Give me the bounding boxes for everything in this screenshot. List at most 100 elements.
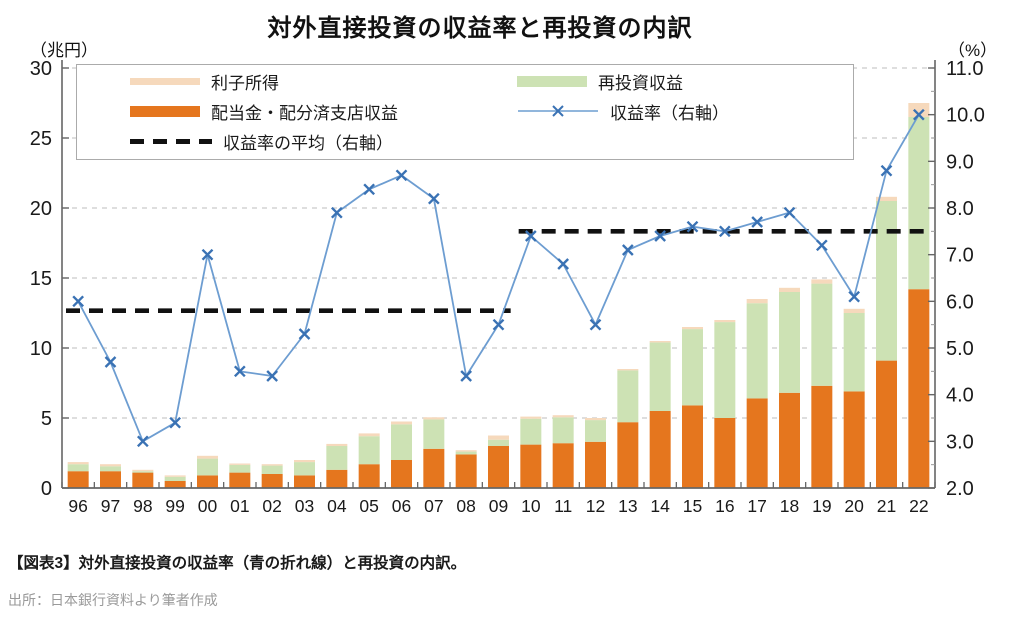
- bar-segment-reinvest-99: [164, 476, 186, 481]
- average-line-layer: [66, 229, 931, 313]
- bar-segment-interest-20: [843, 308, 865, 313]
- bar-segment-reinvest-14: [649, 342, 671, 411]
- legend-item-average: 収益率の平均（右軸）: [77, 129, 517, 154]
- left-axis-tick-label: 0: [41, 478, 52, 500]
- bar-segment-interest-98: [132, 469, 154, 472]
- bar-segment-interest-01: [229, 463, 251, 465]
- bar-segment-dividend-02: [261, 474, 283, 488]
- figure-caption: 【図表3】対外直接投資の収益率（青の折れ線）と再投資の内訳。: [8, 555, 467, 572]
- rate-marker-x-04: [330, 206, 343, 219]
- bar-segment-dividend-19: [811, 385, 833, 488]
- rate-marker-x-06: [395, 169, 408, 182]
- bar-segment-reinvest-20: [843, 313, 865, 392]
- rate-marker-x-17: [751, 216, 764, 228]
- bar-segment-dividend-03: [294, 475, 315, 488]
- bar-segment-interest-09: [488, 435, 509, 440]
- source-note: 出所：日本銀行資料より筆者作成: [8, 592, 218, 608]
- bar-segment-interest-97: [100, 464, 121, 467]
- bar-segment-reinvest-97: [100, 466, 121, 472]
- rate-marker-x-01: [233, 365, 246, 378]
- bar-segment-dividend-11: [552, 443, 574, 488]
- right-axis-tick-label: 11.0: [946, 58, 983, 80]
- x-axis-year-label: 00: [198, 496, 218, 516]
- rate-marker-x-98: [136, 435, 149, 448]
- bar-segment-dividend-21: [876, 360, 897, 488]
- bar-segment-dividend-18: [779, 392, 800, 488]
- bar-segment-dividend-10: [520, 444, 542, 488]
- bar-segment-interest-02: [261, 464, 283, 466]
- left-axis-tick-label: 15: [30, 268, 52, 290]
- x-axis-year-label: 15: [683, 496, 702, 516]
- x-axis-year-label: 06: [392, 496, 411, 516]
- bar-segment-dividend-12: [585, 441, 606, 488]
- bar-segment-interest-03: [294, 460, 315, 463]
- right-axis-tick-label: 7.0: [946, 245, 974, 267]
- left-axis-unit-label: （兆円）: [30, 41, 98, 60]
- axis-labels-layer: 0510152025302.03.04.05.06.07.08.09.010.0…: [30, 58, 985, 516]
- right-axis-tick-label: 4.0: [946, 385, 974, 407]
- bar-segment-dividend-04: [326, 469, 348, 488]
- right-axis-tick-label: 8.0: [946, 198, 974, 220]
- bar-segment-reinvest-15: [682, 329, 703, 406]
- x-axis-year-label: 97: [101, 496, 120, 516]
- x-axis-year-label: 98: [133, 496, 152, 516]
- x-axis-year-label: 04: [327, 496, 347, 516]
- bar-segment-reinvest-11: [552, 417, 574, 444]
- bar-segment-interest-08: [455, 450, 477, 452]
- bar-segment-dividend-96: [67, 471, 89, 488]
- bar-segment-dividend-97: [100, 471, 121, 488]
- bar-segment-reinvest-13: [617, 370, 639, 423]
- bar-segment-interest-10: [520, 416, 542, 419]
- legend-label-interest: 利子所得: [211, 73, 279, 93]
- bars-layer: [67, 103, 930, 488]
- bar-segment-reinvest-18: [779, 292, 800, 393]
- bar-segment-interest-11: [552, 415, 574, 418]
- legend-item-rate: 収益率（右軸）: [517, 99, 853, 124]
- legend-label-reinvest: 再投資収益: [598, 73, 683, 93]
- rate-marker-x-15: [686, 220, 699, 233]
- bar-segment-interest-19: [811, 279, 833, 284]
- chart-title: 対外直接投資の収益率と再投資の内訳: [267, 15, 693, 42]
- x-axis-year-label: 22: [909, 496, 928, 516]
- bar-segment-interest-00: [197, 455, 218, 459]
- bar-segment-dividend-20: [843, 391, 865, 488]
- bar-segment-reinvest-07: [423, 419, 445, 449]
- rate-marker-x-96: [72, 295, 85, 308]
- bar-segment-interest-99: [164, 475, 186, 477]
- bar-segment-dividend-17: [746, 398, 768, 488]
- x-axis-year-label: 09: [489, 496, 508, 516]
- rate-marker-x-13: [621, 244, 634, 256]
- x-axis-year-label: 17: [747, 496, 766, 516]
- bar-segment-reinvest-05: [358, 436, 380, 465]
- x-axis-year-label: 03: [295, 496, 314, 516]
- bar-segment-reinvest-08: [455, 451, 477, 455]
- bar-segment-dividend-07: [423, 448, 445, 488]
- bar-segment-interest-16: [714, 320, 736, 323]
- x-axis-year-label: 13: [618, 496, 637, 516]
- bar-segment-interest-96: [67, 462, 89, 465]
- bar-segment-reinvest-06: [391, 424, 412, 460]
- rate-marker-x-12: [589, 318, 602, 331]
- bar-segment-interest-05: [358, 433, 380, 437]
- x-axis-year-label: 18: [780, 496, 799, 516]
- rate-marker-x-97: [104, 356, 117, 368]
- bar-segment-reinvest-22: [908, 117, 930, 290]
- rate-marker-x-19: [815, 239, 828, 252]
- bar-segment-interest-14: [649, 341, 671, 343]
- x-axis-year-label: 11: [554, 496, 572, 516]
- rate-marker-x-02: [266, 370, 279, 382]
- x-axis-year-label: 19: [812, 496, 831, 516]
- bar-segment-interest-12: [585, 418, 606, 421]
- rate-marker-x-16: [718, 225, 731, 238]
- x-axis-year-label: 10: [521, 496, 541, 516]
- bar-segment-reinvest-04: [326, 446, 348, 470]
- bar-segment-dividend-99: [164, 481, 186, 488]
- rate-marker-x-20: [848, 290, 861, 303]
- x-axis-year-label: 01: [230, 496, 249, 516]
- x-axis-year-label: 14: [650, 496, 670, 516]
- bar-segment-interest-21: [876, 196, 897, 201]
- rate-line-swatch-icon: [518, 105, 598, 117]
- x-axis-year-label: 20: [844, 496, 864, 516]
- rate-marker-x-11: [557, 258, 570, 270]
